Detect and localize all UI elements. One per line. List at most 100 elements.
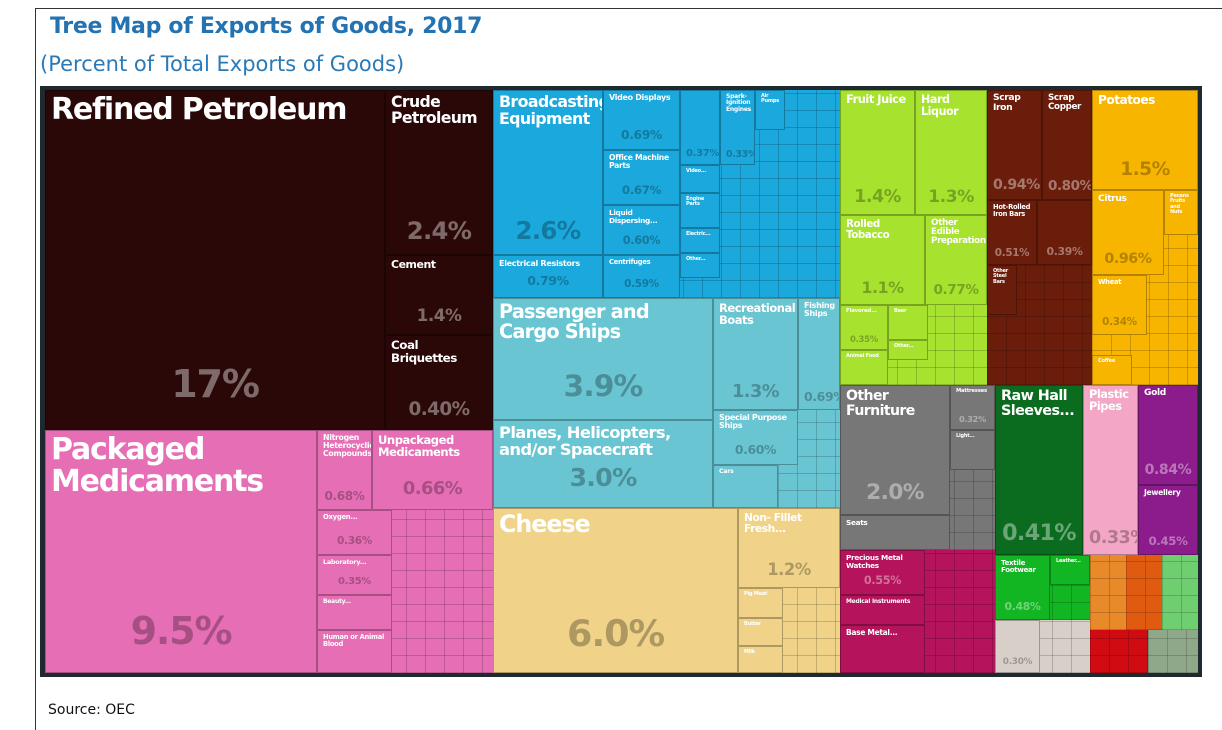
- treemap-cell: Seats: [840, 515, 950, 550]
- cell-value: 0.33%: [1089, 528, 1137, 549]
- cell-label: Cement: [391, 258, 436, 271]
- source-note: Source: OEC: [48, 702, 135, 718]
- group-bg: [1090, 630, 1148, 673]
- cell-label: Electric...: [686, 231, 711, 237]
- treemap-cell: Milk: [738, 646, 783, 673]
- treemap-cell: Mattresses 0.32%: [950, 385, 995, 430]
- treemap-cell: Other Steel Bars: [987, 265, 1017, 315]
- group-bg: [1148, 630, 1198, 673]
- treemap-cell: Pecans Fruits and Nuts: [1164, 190, 1198, 235]
- cell-label: Oxygen...: [323, 513, 358, 521]
- treemap-cell: Base Metal...: [840, 625, 925, 673]
- cell-label: Video Displays: [609, 93, 671, 102]
- cell-label: Packaged Medicaments: [51, 432, 264, 499]
- cell-value: 0.34%: [1102, 316, 1137, 329]
- cell-value: 0.36%: [336, 535, 372, 548]
- cell-value: 0.39%: [1046, 245, 1083, 259]
- cell-value: 2.6%: [515, 216, 582, 246]
- cell-value: 0.48%: [1004, 600, 1041, 614]
- treemap-cell: Spark-Ignition Engines 0.33%: [720, 90, 755, 165]
- cell-label: Non- Fillet Fresh...: [744, 511, 802, 536]
- cell-value: 0.68%: [324, 489, 365, 504]
- cell-label: Human or Animal Blood: [323, 633, 384, 649]
- cell-value: 2.0%: [866, 480, 924, 506]
- cell-value: 0.67%: [621, 183, 662, 198]
- treemap-cell: Raw Hall Sleeves... 0.41%: [995, 385, 1083, 555]
- cell-label: Pecans Fruits and Nuts: [1170, 193, 1189, 215]
- group-bg: [1090, 555, 1126, 630]
- cell-value: 0.59%: [624, 278, 659, 291]
- cell-value: 2.4%: [406, 216, 472, 246]
- group-bg: [1126, 555, 1162, 630]
- treemap-cell: Other...: [888, 340, 928, 360]
- cell-value: 0.41%: [1002, 520, 1076, 547]
- cell-label: Fruit Juice: [846, 92, 906, 106]
- cell-value: 0.30%: [1002, 657, 1033, 668]
- treemap-cell: Fishing Ships 0.69%: [798, 298, 840, 410]
- cell-value: 0.51%: [994, 246, 1030, 259]
- treemap-cell: Passenger and Cargo Ships 3.9%: [493, 298, 713, 420]
- cell-label: Beauty...: [323, 598, 351, 605]
- cell-label: Engine Parts: [686, 196, 705, 208]
- cell-label: Fishing Ships: [804, 301, 835, 319]
- cell-value: 0.69%: [804, 389, 839, 405]
- cell-label: Liquid Dispersing...: [609, 208, 658, 225]
- cell-value: 0.37%: [686, 148, 719, 160]
- cell-value: 0.96%: [1104, 251, 1152, 268]
- page-frame: [35, 8, 1222, 730]
- treemap-cell: Recreational Boats 1.3%: [713, 298, 798, 410]
- cell-value: 0.77%: [933, 282, 979, 298]
- treemap-cell: Electric...: [680, 228, 720, 253]
- cell-value: 3.0%: [569, 462, 637, 492]
- treemap-cell: 0.37%: [680, 90, 720, 165]
- cell-label: Coal Briquettes: [391, 338, 457, 365]
- cell-label: Citrus: [1098, 193, 1127, 204]
- treemap-cell: Light...: [950, 430, 995, 470]
- chart-subtitle: (Percent of Total Exports of Goods): [40, 52, 405, 76]
- cell-label: Leather...: [1056, 558, 1081, 564]
- cell-label: Wheat: [1098, 278, 1122, 286]
- cell-label: Light...: [956, 433, 975, 439]
- treemap-cell: Hot-Rolled Iron Bars 0.51%: [987, 200, 1037, 265]
- treemap-cell: Coffee: [1092, 355, 1132, 385]
- cell-label: Plastic Pipes: [1089, 387, 1129, 413]
- treemap-cell: 0.39%: [1037, 200, 1092, 265]
- cell-label: Recreational Boats: [719, 301, 796, 328]
- treemap-cell: Human or Animal Blood: [317, 630, 392, 673]
- cell-value: 0.69%: [621, 128, 662, 143]
- treemap-cell: Broadcasting Equipment 2.6%: [493, 90, 603, 255]
- cell-value: 1.4%: [854, 187, 901, 208]
- treemap-cell: Other Edible Preparations 0.77%: [925, 215, 987, 305]
- cell-label: Animal Food: [846, 353, 879, 359]
- treemap-cell: Refined Petroleum 17%: [45, 90, 385, 430]
- cell-label: Office Machine Parts: [609, 153, 669, 171]
- cell-value: 0.35%: [338, 576, 371, 588]
- cell-value: 0.40%: [408, 399, 470, 421]
- chart-title: Tree Map of Exports of Goods, 2017: [50, 14, 483, 39]
- cell-value: 0.80%: [1048, 177, 1092, 194]
- cell-label: Beer: [894, 308, 907, 314]
- cell-value: 6.0%: [567, 612, 665, 656]
- treemap: Refined Petroleum 17% Crude Petroleum 2.4% C…: [40, 86, 1202, 677]
- treemap-cell: Other Furniture 2.0%: [840, 385, 950, 515]
- cell-label: Centrifuges: [609, 258, 651, 266]
- cell-label: Jewellery: [1144, 488, 1181, 497]
- cell-label: Textile Footwear: [1001, 558, 1036, 575]
- treemap-cell: Office Machine Parts 0.67%: [603, 150, 680, 205]
- cell-value: 1.3%: [928, 187, 974, 208]
- treemap-cell: Pig Meat: [738, 588, 783, 618]
- treemap-cell: Citrus 0.96%: [1092, 190, 1164, 275]
- cell-label: Rolled Tobacco: [846, 218, 890, 241]
- treemap-cell: Planes, Helicopters, and/or Spacecraft 3.…: [493, 420, 713, 508]
- cell-label: Spark-Ignition Engines: [726, 93, 752, 113]
- cell-value: 17%: [171, 362, 260, 407]
- treemap-cell: Medical Instruments: [840, 595, 925, 625]
- cell-label: Other Furniture: [846, 388, 915, 419]
- cell-label: Precious Metal Watches: [846, 553, 903, 570]
- treemap-cell: Cheese 6.0%: [493, 508, 738, 673]
- cell-label: Air Pumps: [761, 93, 779, 105]
- cell-label: Seats: [846, 518, 868, 527]
- treemap-cell: Precious Metal Watches 0.55%: [840, 550, 925, 595]
- cell-value: 1.2%: [767, 559, 811, 579]
- cell-value: 1.4%: [416, 305, 462, 326]
